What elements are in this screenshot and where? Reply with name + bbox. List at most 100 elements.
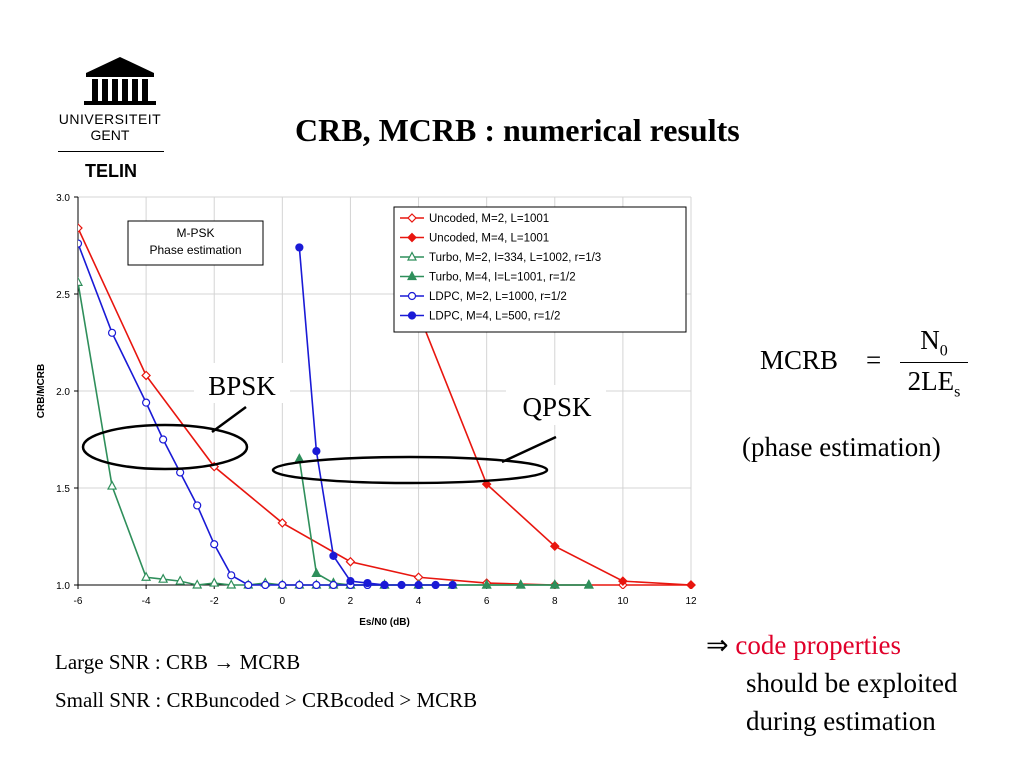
numerator-sub: 0 [939,342,948,360]
x-tick-label: 6 [484,596,490,607]
statement-small-snr: Small SNR : CRBuncoded > CRBcoded > MCRB [55,688,478,712]
data-point [192,579,203,589]
data-point [175,575,186,585]
data-point [431,580,440,589]
data-point [141,370,151,381]
conclusion-line-2: should be exploited [746,668,958,698]
data-point [193,501,202,510]
x-tick-labels: -6 -4 -2 0 2 4 6 8 10 12 [74,596,697,607]
legend-marker [407,270,417,281]
legend-item: Turbo, M=2, I=334, L=1002, r=1/3 [400,251,601,264]
series-5 [78,239,389,589]
data-point [549,579,560,589]
data-point [78,239,83,248]
conclusion-highlight: code properties [735,630,902,660]
phase-estimation-note: (phase estimation) [742,432,941,462]
series-line [298,247,453,586]
x-tick-label: 10 [617,596,629,607]
series-6 [295,243,457,589]
x-tick-label: 2 [348,596,354,607]
data-point [345,556,356,567]
fraction-bar [900,362,968,363]
series-line [78,243,385,586]
implies-icon: ⇒ [706,630,729,660]
textbox-line-1: M-PSK [176,226,214,240]
data-point [295,580,304,589]
data-point [312,447,321,456]
data-point [363,578,372,588]
x-tick-label: 0 [280,596,286,607]
conclusion: ⇒ code properties should be exploited du… [706,626,957,740]
legend-label: Turbo, M=2, I=334, L=1002, r=1/3 [429,252,601,264]
data-point [227,571,236,580]
data-point [158,573,169,583]
chart-legend: Uncoded, M=2, L=1001 Uncoded, M=4, L=1001… [393,206,687,333]
statement-large-snr: Large SNR : CRB → MCRB [55,650,300,675]
logo-university-text: UNIVERSITEIT [58,111,162,127]
qpsk-label-bg [506,385,606,425]
statement-1b: MCRB [234,650,301,674]
chart-textbox: M-PSK Phase estimation [127,220,264,266]
legend-item: Turbo, M=4, I=L=1001, r=1/2 [400,270,576,284]
data-point [295,243,304,252]
slide-title: CRB, MCRB : numerical results [295,112,740,148]
x-tick-label: -6 [74,596,83,607]
data-point [226,579,237,589]
logo-divider [58,151,164,152]
bpsk-pointer [211,405,247,434]
qpsk-label: QPSK [522,392,592,422]
x-tick-label: 8 [552,596,558,607]
data-point [481,579,492,589]
logo-telin-text: TELIN [85,161,137,181]
university-building-icon [84,57,156,105]
statement-1a: Large SNR : CRB [55,650,214,674]
data-point [261,580,270,589]
legend-marker [407,232,417,243]
legend-item: LDPC, M=2, L=1000, r=1/2 [400,291,567,303]
bpsk-label-bg [194,363,290,403]
data-point [141,571,152,581]
qpsk-pointer [501,435,557,464]
data-point [686,580,696,589]
chart-annotations: BPSK QPSK [81,363,606,485]
data-point [107,328,117,337]
chart-series [78,223,696,589]
data-point [414,580,423,589]
qpsk-ellipse [271,455,549,485]
formula-lhs: MCRB [760,345,839,375]
y-tick-label: 1.0 [56,581,70,592]
legend-box [393,206,687,333]
data-point [618,576,628,586]
y-tick-label: 1.5 [56,484,70,495]
data-point [107,480,118,490]
x-tick-label: -4 [142,596,151,607]
denominator-sub: s [954,383,961,401]
conclusion-line-3: during estimation [746,706,936,736]
y-tick-labels: 1.0 1.5 2.0 2.5 3.0 [56,193,70,592]
data-point [142,398,151,407]
data-point [346,577,355,586]
data-point [78,223,83,233]
formula-equals: = [866,345,882,375]
series-line [298,458,589,586]
data-point [244,580,253,589]
series-4 [294,453,594,589]
x-tick-label: 12 [685,596,697,607]
mcrb-formula: MCRB = N0 2LEs [760,325,1000,415]
data-point [176,468,185,477]
x-tick-label: 4 [416,596,422,607]
legend-marker [407,213,417,223]
legend-label: LDPC, M=2, L=1000, r=1/2 [429,291,567,303]
data-point [515,579,526,589]
legend-item: Uncoded, M=4, L=1001 [400,233,549,245]
denominator-main: 2LE [907,366,955,396]
data-point [210,540,219,549]
data-point [329,580,338,589]
textbox-line-2: Phase estimation [149,243,241,257]
data-point [311,567,322,577]
legend-label: Uncoded, M=2, L=1001 [429,213,549,225]
data-point [380,580,389,589]
legend-label: Uncoded, M=4, L=1001 [429,233,549,245]
data-point [448,580,457,589]
crb-mcrb-chart: -6 -4 -2 0 2 4 6 8 10 12 1.0 1.5 2.0 2.5 3.0 Es/N0 (d… [36,193,697,628]
